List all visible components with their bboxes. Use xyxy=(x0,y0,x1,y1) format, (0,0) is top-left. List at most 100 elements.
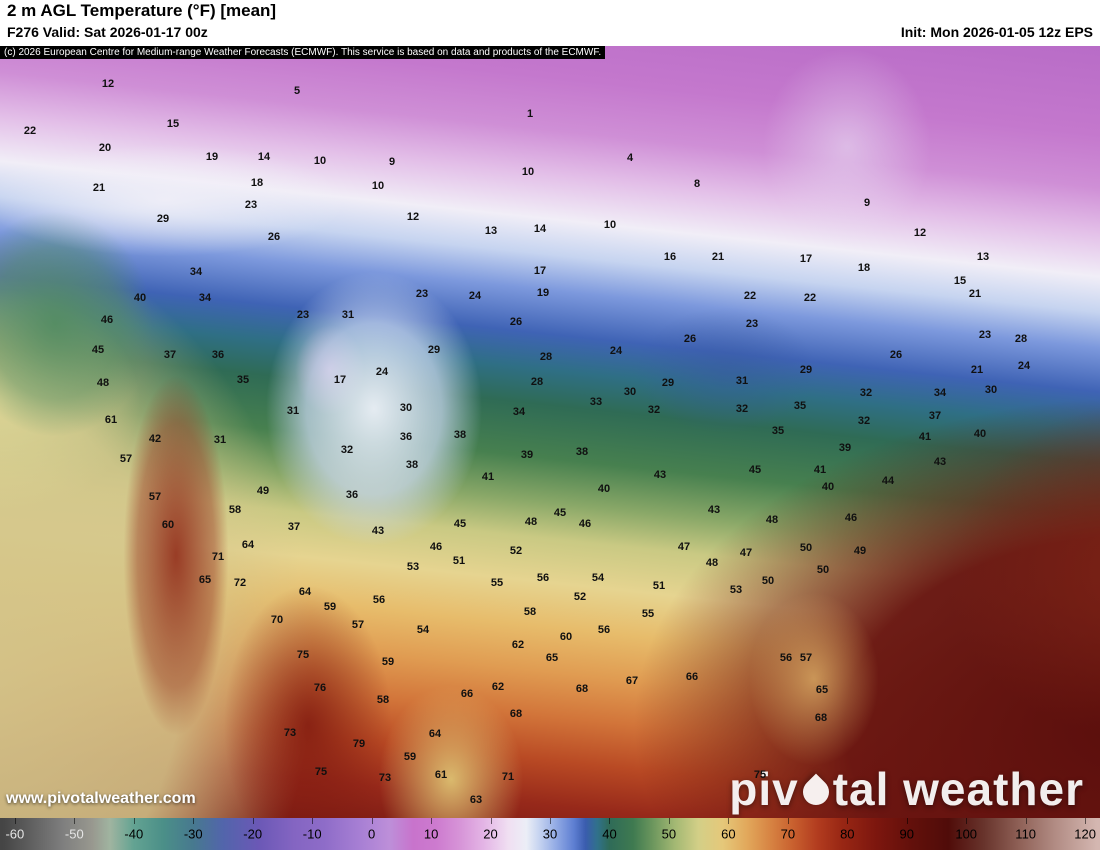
temp-label: 28 xyxy=(539,351,553,363)
temp-label: 36 xyxy=(211,349,225,361)
temp-label: 12 xyxy=(913,227,927,239)
temp-label: 63 xyxy=(469,794,483,806)
colorbar-tick xyxy=(431,818,433,824)
temp-label: 71 xyxy=(501,771,515,783)
temp-label: 24 xyxy=(609,345,623,357)
temp-label: 50 xyxy=(799,542,813,554)
temp-label: 37 xyxy=(287,521,301,533)
temp-label: 40 xyxy=(821,481,835,493)
temp-label: 73 xyxy=(378,772,392,784)
temp-label: 36 xyxy=(399,431,413,443)
temp-label: 39 xyxy=(520,449,534,461)
colorbar-tick xyxy=(550,818,551,824)
map-title: 2 m AGL Temperature (°F) [mean] xyxy=(7,1,277,20)
temp-label: 15 xyxy=(166,118,180,130)
header-bar: 2 m AGL Temperature (°F) [mean] F276 Val… xyxy=(0,0,1100,46)
temp-label: 17 xyxy=(533,265,547,277)
temp-label: 23 xyxy=(415,288,429,300)
colorbar-tick-label: 30 xyxy=(542,826,558,842)
temp-label: 33 xyxy=(589,396,603,408)
colorbar-tick xyxy=(193,818,195,824)
temp-label: 32 xyxy=(735,403,749,415)
temp-label: 45 xyxy=(453,518,467,530)
temp-label: 13 xyxy=(484,225,498,237)
temp-label: 45 xyxy=(553,507,567,519)
temp-label: 48 xyxy=(765,514,779,526)
temp-label: 17 xyxy=(333,374,347,386)
temp-label: 38 xyxy=(405,459,419,471)
colorbar-tick xyxy=(787,818,789,824)
temp-label: 56 xyxy=(372,594,386,606)
temp-label: 45 xyxy=(91,344,105,356)
temp-label: 64 xyxy=(298,586,312,598)
temp-label: 30 xyxy=(623,386,637,398)
temp-label: 54 xyxy=(416,624,430,636)
temp-label: 23 xyxy=(244,199,258,211)
temp-label: 52 xyxy=(509,545,523,557)
temp-label: 35 xyxy=(236,374,250,386)
temp-label: 56 xyxy=(536,572,550,584)
temp-label: 57 xyxy=(148,491,162,503)
temp-label: 41 xyxy=(918,431,932,443)
colorbar-tick-label: -50 xyxy=(64,826,84,842)
temp-label: 43 xyxy=(653,469,667,481)
temp-label: 34 xyxy=(198,292,212,304)
temp-label: 46 xyxy=(429,541,443,553)
colorbar-tick-label: 20 xyxy=(483,826,498,842)
temp-label: 36 xyxy=(345,489,359,501)
colorbar-tick xyxy=(133,818,135,824)
temp-label: 50 xyxy=(816,564,830,576)
temperature-map[interactable]: (c) 2026 European Centre for Medium-rang… xyxy=(0,46,1100,818)
temp-label: 14 xyxy=(257,151,271,163)
temp-label: 23 xyxy=(296,309,310,321)
temp-label: 37 xyxy=(163,349,177,361)
temp-label: 57 xyxy=(351,619,365,631)
temp-label: 53 xyxy=(406,561,420,573)
temp-label: 18 xyxy=(857,262,871,274)
temp-label: 55 xyxy=(641,608,655,620)
temp-label: 66 xyxy=(460,688,474,700)
temp-label: 46 xyxy=(578,518,592,530)
temp-label: 47 xyxy=(677,541,691,553)
temp-label: 22 xyxy=(803,292,817,304)
temp-label: 65 xyxy=(815,684,829,696)
temp-label: 61 xyxy=(104,414,118,426)
temp-label: 44 xyxy=(881,475,895,487)
colorbar-tick-label: -10 xyxy=(302,826,322,842)
temp-label: 60 xyxy=(161,519,175,531)
temp-label: 38 xyxy=(575,446,589,458)
temp-label: 21 xyxy=(968,288,982,300)
colorbar-tick xyxy=(14,818,16,824)
temp-label: 31 xyxy=(213,434,227,446)
colorbar-tick-label: 100 xyxy=(955,826,978,842)
temp-label: 30 xyxy=(984,384,998,396)
colorbar-tick xyxy=(728,818,730,824)
colorbar-tick xyxy=(490,818,492,824)
temp-label: 57 xyxy=(119,453,133,465)
colorbar-tick-label: -60 xyxy=(5,826,25,842)
temp-label: 24 xyxy=(468,290,482,302)
init-time: Init: Mon 2026-01-05 12z EPS xyxy=(900,24,1093,40)
temp-label: 61 xyxy=(434,769,448,781)
temp-label: 34 xyxy=(189,266,203,278)
temp-label: 52 xyxy=(573,591,587,603)
brand-text-left: piv xyxy=(729,763,799,815)
colorbar-tick xyxy=(966,818,968,824)
colorbar-tick xyxy=(1085,818,1087,824)
temp-label: 26 xyxy=(509,316,523,328)
temp-label: 32 xyxy=(647,404,661,416)
colorbar-tick-label: 0 xyxy=(367,826,376,842)
temp-label: 49 xyxy=(256,485,270,497)
temp-label: 29 xyxy=(661,377,675,389)
colorbar-tick-label: 90 xyxy=(899,826,914,842)
temp-label: 14 xyxy=(533,223,547,235)
colorbar-tick xyxy=(371,818,373,824)
colorbar-tick xyxy=(312,818,314,824)
temp-label: 30 xyxy=(399,402,413,414)
temp-label: 76 xyxy=(313,682,327,694)
temp-label: 22 xyxy=(23,125,37,137)
temp-label: 26 xyxy=(889,349,903,361)
temp-label: 45 xyxy=(748,464,762,476)
temp-label: 41 xyxy=(813,464,827,476)
temp-label: 58 xyxy=(376,694,390,706)
